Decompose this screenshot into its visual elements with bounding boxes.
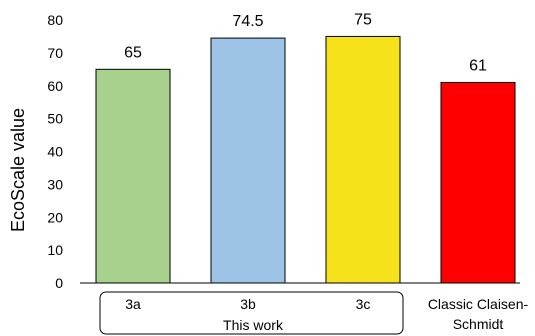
category-labels: 3a 3b 3c Classic Claisen- Schmidt [125,296,528,332]
group-label-this-work: This work [223,317,284,333]
y-tick-label: 10 [47,242,63,258]
y-tick-label: 80 [47,12,63,28]
data-label: 75 [354,11,372,28]
bar-1 [95,68,171,284]
y-tick-label: 30 [47,176,63,192]
y-tick-label: 20 [47,209,63,225]
y-axis-ticks: 0 10 20 30 40 50 60 70 80 [47,12,63,291]
y-tick-label: 60 [47,78,63,94]
category-label: Classic Claisen- [428,296,529,312]
bar-4 [440,81,516,284]
data-labels: 65 74.5 75 61 [124,11,487,74]
y-tick-label: 40 [47,144,63,160]
bar-3 [325,35,401,284]
data-label: 65 [124,44,142,61]
bars [95,35,516,284]
y-tick-label: 70 [47,45,63,61]
y-axis-label: EcoScale value [8,108,28,232]
category-label: Schmidt [453,316,504,332]
category-label: 3c [356,296,371,312]
data-label: 74.5 [232,13,263,30]
this-work-bracket [99,291,404,335]
data-label: 61 [469,57,487,74]
bar-2 [210,37,286,284]
category-label: 3a [125,296,141,312]
y-tick-label: 50 [47,111,63,127]
y-tick-label: 0 [55,275,63,291]
category-label: 3b [240,296,256,312]
